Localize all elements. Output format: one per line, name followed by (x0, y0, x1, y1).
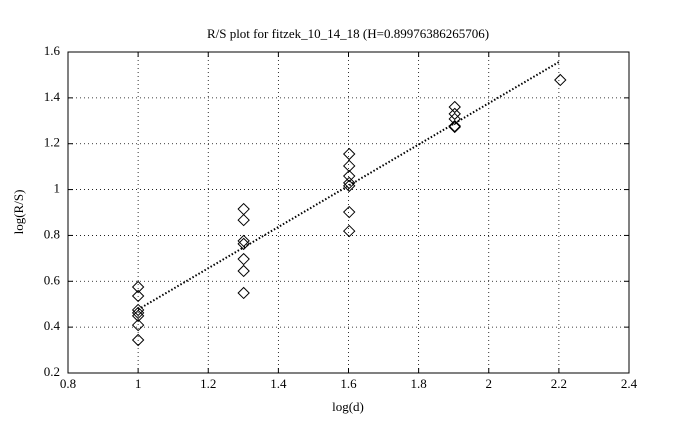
data-point (448, 100, 461, 114)
data-point (448, 107, 461, 121)
data-point (237, 264, 250, 278)
data-point (237, 213, 250, 227)
y-axis-label: log(R/S) (11, 190, 26, 235)
x-axis-label: log(d) (332, 399, 364, 414)
data-point (448, 112, 461, 126)
y-tick-label: 0.4 (44, 318, 61, 333)
x-tick-label: 1.6 (340, 376, 357, 391)
data-point (131, 309, 145, 323)
data-point (237, 286, 250, 300)
y-tick-label: 1.2 (44, 135, 60, 150)
x-tick-label: 2 (486, 376, 493, 391)
data-point (131, 318, 145, 332)
x-tick-label: 2.4 (621, 376, 638, 391)
data-point (131, 333, 145, 347)
x-tick-label: 1 (135, 376, 142, 391)
y-tick-label: 0.8 (44, 226, 60, 241)
data-point (342, 176, 356, 190)
data-point (342, 169, 356, 183)
x-tick-label: 0.8 (60, 376, 76, 391)
plot-frame (67, 51, 630, 374)
data-point (237, 252, 250, 266)
chart-title: R/S plot for fitzek_10_14_18 (H=0.899763… (207, 26, 489, 41)
y-tick-label: 1.4 (44, 89, 61, 104)
data-point (237, 237, 250, 251)
x-tick-label: 1.2 (200, 376, 216, 391)
data-point (131, 306, 145, 320)
y-tick-label: 0.2 (44, 364, 60, 379)
fit-line (137, 60, 561, 311)
data-point (342, 147, 356, 161)
data-point (342, 224, 356, 238)
data-point (554, 73, 567, 87)
data-point (131, 280, 145, 294)
y-tick-label: 1 (54, 181, 61, 196)
data-point (131, 289, 145, 303)
y-tick-label: 1.6 (44, 43, 61, 58)
data-point (448, 120, 461, 134)
y-tick-label: 0.6 (44, 272, 61, 287)
x-tick-label: 1.8 (411, 376, 427, 391)
data-point (342, 205, 356, 219)
data-point (448, 119, 461, 133)
x-tick-label: 1.4 (270, 376, 287, 391)
data-point (342, 159, 356, 173)
x-tick-label: 2.2 (551, 376, 567, 391)
